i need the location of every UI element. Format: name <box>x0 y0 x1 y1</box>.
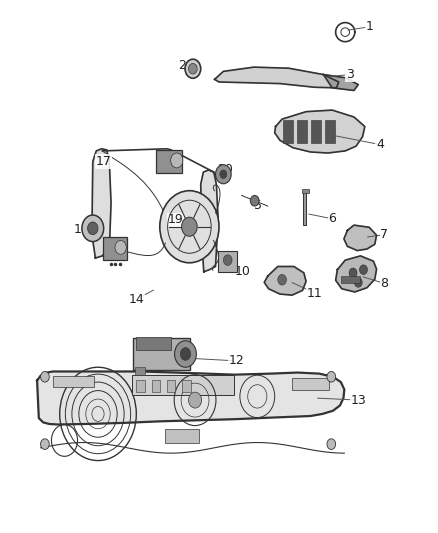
Circle shape <box>223 255 232 265</box>
Polygon shape <box>92 149 111 258</box>
Text: 11: 11 <box>307 287 323 300</box>
Bar <box>341 276 360 284</box>
Bar <box>165 429 199 442</box>
Bar <box>292 378 329 390</box>
Circle shape <box>215 165 231 184</box>
Polygon shape <box>344 225 377 251</box>
Circle shape <box>360 265 367 274</box>
Text: 2: 2 <box>178 59 186 71</box>
Bar <box>167 381 176 392</box>
Bar <box>134 367 145 375</box>
Circle shape <box>185 59 201 78</box>
Text: 12: 12 <box>229 354 244 367</box>
Text: 13: 13 <box>350 393 366 407</box>
Circle shape <box>182 217 197 236</box>
Circle shape <box>220 170 227 179</box>
Circle shape <box>82 215 104 241</box>
Circle shape <box>349 268 357 278</box>
Circle shape <box>327 372 336 382</box>
Text: 7: 7 <box>380 228 389 241</box>
Text: 16: 16 <box>74 223 90 236</box>
Bar <box>136 337 171 350</box>
Bar <box>53 376 94 387</box>
Polygon shape <box>336 256 377 292</box>
Circle shape <box>327 439 336 449</box>
Circle shape <box>251 196 259 206</box>
Bar <box>218 251 237 272</box>
Text: 10: 10 <box>235 265 251 278</box>
Circle shape <box>180 348 191 360</box>
Polygon shape <box>275 110 365 153</box>
Text: 3: 3 <box>346 68 353 81</box>
Text: 20: 20 <box>218 164 233 176</box>
Text: 14: 14 <box>128 293 144 306</box>
Bar <box>132 375 234 395</box>
Circle shape <box>115 240 126 254</box>
Bar <box>283 120 293 143</box>
Bar <box>302 189 309 193</box>
Bar <box>304 191 307 225</box>
Text: 18: 18 <box>166 155 181 168</box>
Bar <box>152 381 160 392</box>
Circle shape <box>41 372 49 382</box>
Polygon shape <box>215 67 339 88</box>
Bar <box>297 120 307 143</box>
Text: 1: 1 <box>365 20 373 34</box>
Circle shape <box>175 341 196 367</box>
Polygon shape <box>264 266 306 295</box>
Text: 4: 4 <box>376 138 384 151</box>
Polygon shape <box>201 170 218 272</box>
Bar <box>182 381 191 392</box>
Polygon shape <box>37 372 344 424</box>
Bar <box>136 381 145 392</box>
Bar <box>311 120 321 143</box>
Bar <box>156 150 182 173</box>
Circle shape <box>188 63 197 74</box>
Bar <box>133 338 190 370</box>
Circle shape <box>171 153 183 168</box>
Circle shape <box>188 392 201 408</box>
Text: 17: 17 <box>96 155 112 168</box>
Text: 5: 5 <box>254 199 262 212</box>
Circle shape <box>160 191 219 263</box>
Circle shape <box>278 274 286 285</box>
Polygon shape <box>323 75 358 91</box>
Circle shape <box>41 439 49 449</box>
Text: 6: 6 <box>328 212 336 225</box>
Bar <box>103 237 127 260</box>
Bar <box>325 120 335 143</box>
Text: 15: 15 <box>111 247 127 260</box>
Circle shape <box>354 278 362 287</box>
Text: 19: 19 <box>168 213 184 227</box>
Circle shape <box>88 222 98 235</box>
Text: 8: 8 <box>380 277 389 290</box>
